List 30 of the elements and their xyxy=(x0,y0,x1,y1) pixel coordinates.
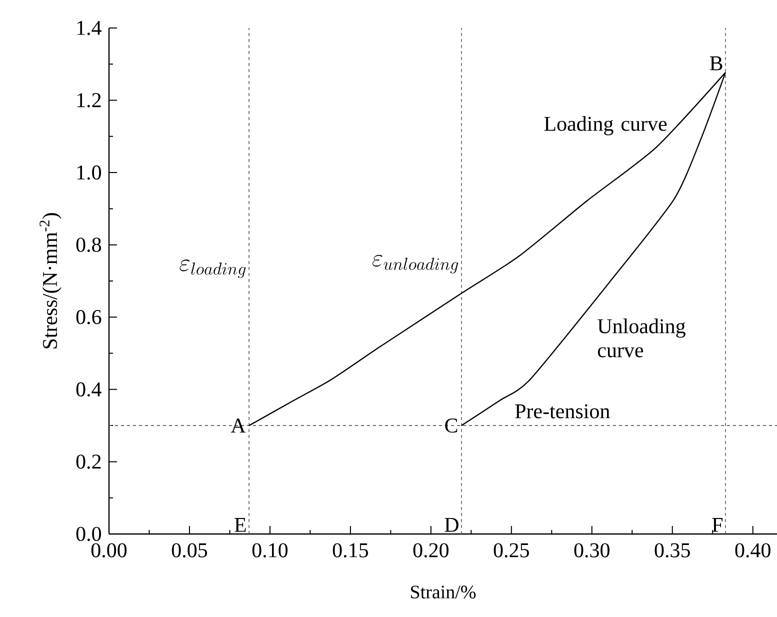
x-axis-title: Strain/% xyxy=(411,586,476,599)
y-tick-label: 1.2 xyxy=(77,93,101,108)
annotation: $\varepsilon_{loading}$ xyxy=(180,260,246,278)
x-tick-label: 0.15 xyxy=(332,543,368,558)
x-tick-label: 0.10 xyxy=(252,543,288,558)
y-tick-label: 1.0 xyxy=(77,165,102,180)
y-axis-title: Stress/(N·mm$^{-2}$) xyxy=(40,213,62,348)
x-tick-label: 0.25 xyxy=(494,543,529,558)
annotation: Unloading curve xyxy=(598,318,686,358)
x-tick-label: 0.35 xyxy=(654,543,690,558)
y-tick-label: 0.8 xyxy=(76,238,102,252)
y-tick-label: 0.0 xyxy=(76,526,102,542)
annotation: C xyxy=(445,418,458,433)
y-tick-label: 0.2 xyxy=(76,454,101,469)
y-tick-label: 0.6 xyxy=(76,310,102,324)
y-tick-label: 1.4 xyxy=(77,20,102,36)
ref-line-label: F xyxy=(712,518,723,532)
y-tick-label: 0.4 xyxy=(76,382,102,397)
annotation: A xyxy=(230,418,246,432)
ref-line-label: D xyxy=(444,518,458,532)
ref-line-label: E xyxy=(234,518,246,532)
x-tick-label: 0.05 xyxy=(172,543,208,558)
annotation: Pre-tension xyxy=(515,404,610,418)
x-tick-label: 0.00 xyxy=(91,543,127,558)
x-tick-label: 0.40 xyxy=(735,543,770,558)
x-tick-label: 0.20 xyxy=(413,543,449,558)
annotation: B xyxy=(710,56,722,70)
annotation: Loading curve xyxy=(544,116,667,136)
x-tick-label: 0.30 xyxy=(574,543,610,558)
annotation: $\varepsilon_{unloading}$ xyxy=(372,254,458,274)
